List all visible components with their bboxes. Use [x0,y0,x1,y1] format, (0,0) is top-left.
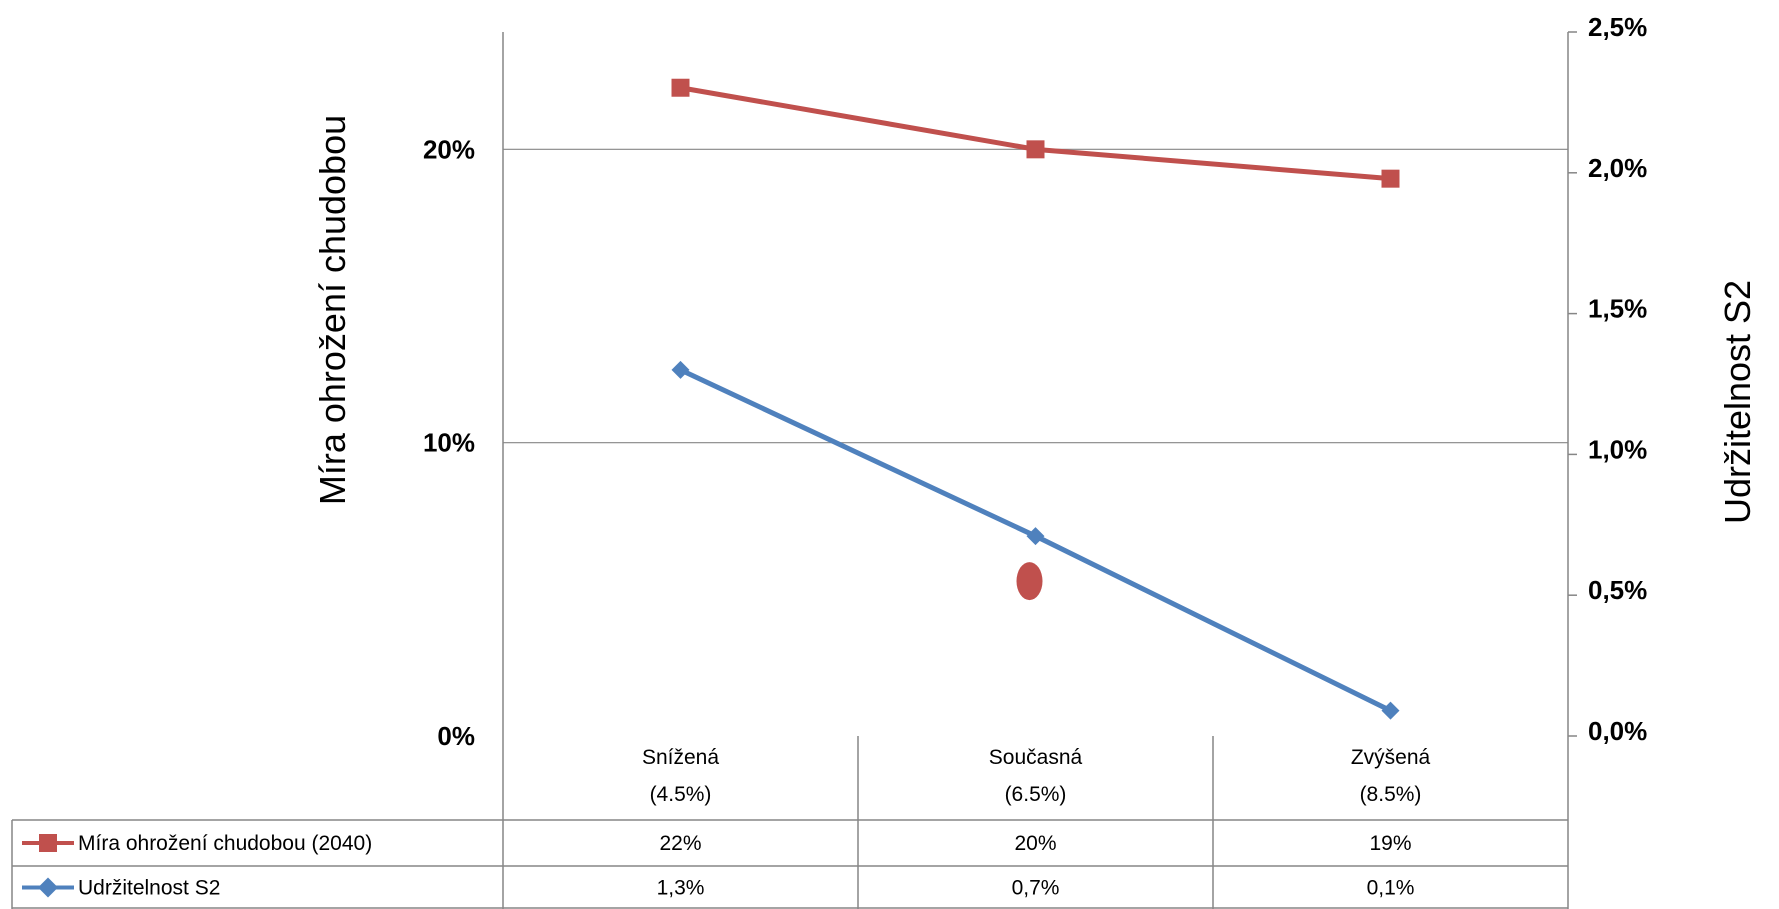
category-label: Snížená [642,746,719,769]
left-tick-label: 0% [437,721,475,751]
right-tick-label: 2,0% [1588,153,1647,183]
left-axis-title: Míra ohrožení chudobou [312,115,353,505]
right-axis-ticks: 0,0% 0,5% 1,0% 1,5% 2,0% 2,5% [1568,12,1647,746]
left-axis-ticks: 0% 10% 20% [423,134,475,751]
series-line [680,85,1391,182]
series-marker [1381,701,1400,720]
annotation-ellipse [1016,562,1043,601]
category-label: Zvýšená [1351,746,1431,769]
axes [502,32,1569,736]
category-label: (4.5%) [650,783,712,806]
annotation-layer [1016,562,1043,601]
legend-marker [38,877,58,898]
legend-marker [39,834,57,852]
series-marker [1026,527,1045,546]
right-tick-label: 0,0% [1588,716,1647,746]
gridlines [503,148,1568,444]
legend-label: Udržitelnost S2 [78,877,220,900]
series-marker [671,360,690,379]
category-label: (8.5%) [1360,783,1422,806]
table-value: 0,1% [1367,877,1415,900]
table-value: 1,3% [657,877,705,900]
table-value: 0,7% [1012,877,1060,900]
table-value: 19% [1369,832,1411,855]
right-tick-label: 1,5% [1588,294,1647,324]
right-tick-label: 2,5% [1588,12,1647,42]
right-tick-label: 0,5% [1588,575,1647,605]
table-value: 20% [1014,832,1056,855]
category-label: Současná [989,746,1083,769]
right-tick-label: 1,0% [1588,434,1647,464]
data-table: Snížená (4.5%) Současná (6.5%) Zvýšená (8.5%)… [11,736,1569,909]
series-marker [1026,140,1045,159]
series-layer [671,78,1400,720]
series-marker [1381,169,1400,188]
left-tick-label: 10% [423,428,475,458]
series-marker [671,78,690,97]
table-value: 22% [659,832,701,855]
category-label: (6.5%) [1005,783,1067,806]
right-axis-title: Udržitelnost S2 [1717,280,1758,524]
legend-label: Míra ohrožení chudobou (2040) [78,832,372,855]
left-tick-label: 20% [423,134,475,164]
